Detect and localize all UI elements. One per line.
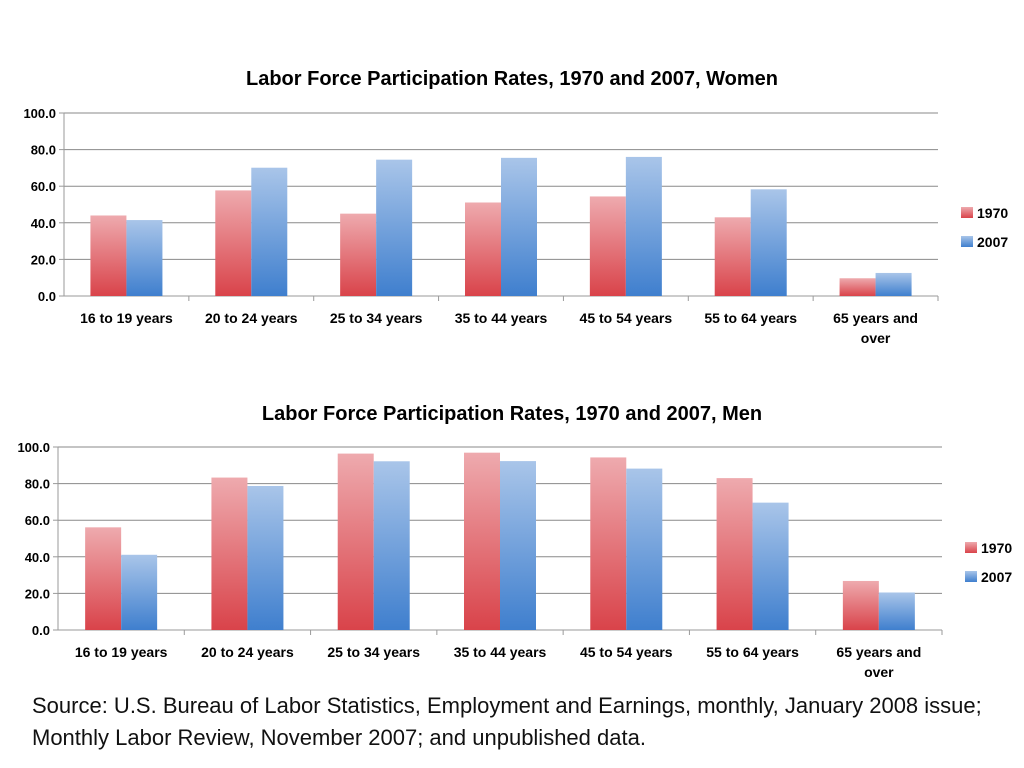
x-tick-label: 55 to 64 years bbox=[706, 644, 799, 660]
x-tick-label: 35 to 44 years bbox=[455, 310, 548, 326]
bar-2007-4 bbox=[626, 468, 663, 630]
bar-2007-5 bbox=[750, 189, 787, 296]
x-tick-label: 35 to 44 years bbox=[454, 644, 547, 660]
y-tick-label: 40.0 bbox=[25, 550, 50, 565]
x-tick-label: 20 to 24 years bbox=[205, 310, 298, 326]
y-tick-label: 20.0 bbox=[25, 586, 50, 601]
legend-swatch-1970 bbox=[961, 207, 973, 218]
y-tick-label: 0.0 bbox=[38, 289, 56, 304]
bar-1970-2 bbox=[340, 213, 377, 296]
bar-1970-3 bbox=[465, 202, 501, 296]
bar-1970-4 bbox=[590, 457, 627, 630]
y-tick-label: 80.0 bbox=[31, 143, 56, 158]
bar-1970-4 bbox=[589, 196, 626, 296]
bar-1970-6 bbox=[839, 278, 876, 296]
y-tick-label: 60.0 bbox=[25, 513, 50, 528]
bar-1970-6 bbox=[842, 580, 879, 630]
chart-svg: Labor Force Participation Rates, 1970 an… bbox=[17, 403, 1012, 680]
bar-1970-2 bbox=[337, 453, 374, 630]
legend-label: 1970 bbox=[977, 205, 1008, 221]
y-tick-label: 100.0 bbox=[23, 106, 56, 121]
y-tick-label: 80.0 bbox=[25, 477, 50, 492]
y-tick-label: 20.0 bbox=[31, 252, 56, 267]
x-tick-label: 55 to 64 years bbox=[704, 310, 797, 326]
bar-1970-5 bbox=[714, 217, 751, 296]
x-tick-label: 25 to 34 years bbox=[330, 310, 423, 326]
y-tick-label: 40.0 bbox=[31, 216, 56, 231]
bar-2007-3 bbox=[500, 461, 536, 630]
bar-2007-6 bbox=[875, 272, 912, 296]
legend-label: 2007 bbox=[981, 569, 1012, 585]
y-tick-label: 60.0 bbox=[31, 179, 56, 194]
bar-2007-4 bbox=[625, 156, 662, 296]
x-tick-label: 25 to 34 years bbox=[327, 644, 420, 660]
legend-swatch-1970 bbox=[965, 542, 977, 553]
source-note: Source: U.S. Bureau of Labor Statistics,… bbox=[32, 693, 982, 750]
x-tick-label: 65 years and over bbox=[836, 644, 921, 680]
bar-2007-1 bbox=[247, 485, 284, 630]
men-chart: Labor Force Participation Rates, 1970 an… bbox=[0, 390, 1024, 690]
x-tick-label: 20 to 24 years bbox=[201, 644, 294, 660]
bar-1970-1 bbox=[215, 190, 252, 296]
x-tick-label: 16 to 19 years bbox=[75, 644, 168, 660]
x-tick-label: 65 years and over bbox=[833, 310, 918, 346]
bar-2007-5 bbox=[752, 502, 789, 630]
chart-title: Labor Force Participation Rates, 1970 an… bbox=[246, 68, 778, 90]
y-tick-label: 100.0 bbox=[17, 440, 50, 455]
bar-1970-0 bbox=[90, 215, 127, 296]
women-chart: Labor Force Participation Rates, 1970 an… bbox=[0, 55, 1024, 355]
bar-2007-0 bbox=[121, 554, 158, 630]
chart-title: Labor Force Participation Rates, 1970 an… bbox=[262, 403, 762, 425]
bar-1970-0 bbox=[85, 527, 122, 630]
legend-swatch-2007 bbox=[961, 236, 973, 247]
bar-2007-6 bbox=[878, 592, 915, 630]
bar-1970-1 bbox=[211, 477, 248, 630]
bar-2007-2 bbox=[373, 461, 410, 630]
bar-2007-2 bbox=[376, 159, 413, 296]
x-tick-label: 16 to 19 years bbox=[80, 310, 173, 326]
legend-swatch-2007 bbox=[965, 571, 977, 582]
x-tick-label: 45 to 54 years bbox=[580, 644, 673, 660]
legend-label: 2007 bbox=[977, 234, 1008, 250]
bar-2007-1 bbox=[251, 167, 288, 296]
x-tick-label: 45 to 54 years bbox=[580, 310, 673, 326]
bar-2007-3 bbox=[501, 157, 537, 296]
bar-1970-5 bbox=[716, 478, 753, 630]
y-tick-label: 0.0 bbox=[32, 623, 50, 638]
chart-svg: Labor Force Participation Rates, 1970 an… bbox=[23, 68, 1008, 346]
bar-2007-0 bbox=[126, 220, 163, 296]
legend-label: 1970 bbox=[981, 540, 1012, 556]
bar-1970-3 bbox=[464, 452, 500, 630]
